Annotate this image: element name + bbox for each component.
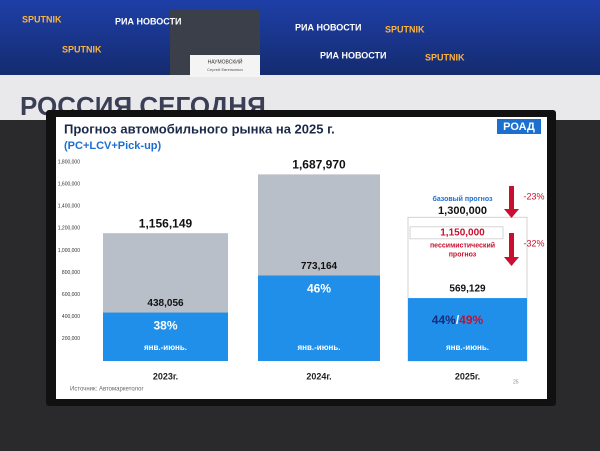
y-tick-label: 600,000	[62, 292, 80, 298]
banner: РИА НОВОСТИ	[320, 50, 387, 60]
logo: РОАД	[503, 121, 535, 133]
share-label: 44%/49%	[432, 313, 484, 327]
nameplate-role: Сергей Евгеньевич	[207, 67, 243, 72]
banner: SPUTNIK	[62, 44, 102, 54]
h1-value-label: 773,164	[301, 261, 338, 272]
y-tick-label: 1,600,000	[58, 181, 80, 187]
h1-name: янв.-июнь.	[144, 343, 187, 352]
y-tick-label: 1,800,000	[58, 159, 80, 165]
banner: SPUTNIK	[425, 52, 465, 62]
h1-bar	[408, 298, 527, 361]
backdrop	[0, 0, 600, 80]
base-label: базовый прогноз	[433, 195, 494, 203]
total-value-label: 1,687,970	[292, 158, 346, 172]
total-value-label: 1,300,000	[438, 205, 487, 217]
arrow-head	[504, 257, 519, 266]
h1-name: янв.-июнь.	[446, 343, 489, 352]
share-base: 44%	[432, 313, 456, 327]
banner: SPUTNIK	[22, 14, 62, 24]
change-label: -23%	[523, 191, 544, 201]
logo-box	[497, 119, 541, 134]
banner: РИА НОВОСТИ	[115, 16, 182, 26]
h1-bar	[258, 275, 380, 361]
y-tick-label: 1,000,000	[58, 248, 80, 254]
y-tick-label: 400,000	[62, 314, 80, 320]
h1-name: янв.-июнь.	[297, 343, 340, 352]
x-tick-label: 2025г.	[455, 371, 480, 381]
nameplate	[190, 55, 260, 77]
change-label: -32%	[523, 238, 544, 248]
pessimistic-value: 1,150,000	[440, 228, 485, 239]
share-pessimistic: 49%	[459, 313, 483, 327]
pessimistic-label: пессимистический	[430, 242, 495, 250]
arrow-head	[504, 209, 519, 218]
chart-subtitle: (PC+LCV+Pick-up)	[64, 140, 162, 152]
x-tick-label: 2023г.	[153, 371, 178, 381]
page-number: 25	[513, 379, 519, 385]
chart-title: Прогноз автомобильного рынка на 2025 г.	[64, 121, 335, 136]
banner: РИА НОВОСТИ	[295, 22, 362, 32]
pessimistic-marker	[409, 226, 504, 240]
x-tick-label: 2024г.	[306, 371, 331, 381]
y-tick-label: 1,400,000	[58, 204, 80, 210]
y-tick-label: 200,000	[62, 336, 80, 342]
source: Источник: Автомаркетолог	[70, 387, 144, 393]
arrow-shaft	[509, 233, 514, 258]
share-label: 46%	[307, 282, 331, 296]
y-tick-label: 800,000	[62, 270, 80, 276]
nameplate-name: НАУМОВСКИЙ	[208, 57, 243, 65]
share-separator: /	[456, 313, 460, 327]
h1-bar	[103, 312, 228, 361]
total-value-label: 1,156,149	[139, 216, 193, 230]
share-label: 38%	[153, 319, 177, 333]
arrow-shaft	[509, 186, 514, 210]
h1-value-label: 569,129	[449, 284, 486, 295]
banner: SPUTNIK	[385, 24, 425, 34]
pessimistic-label: прогноз	[449, 252, 477, 259]
y-tick-label: 1,200,000	[58, 226, 80, 232]
h1-value-label: 438,056	[147, 298, 184, 309]
